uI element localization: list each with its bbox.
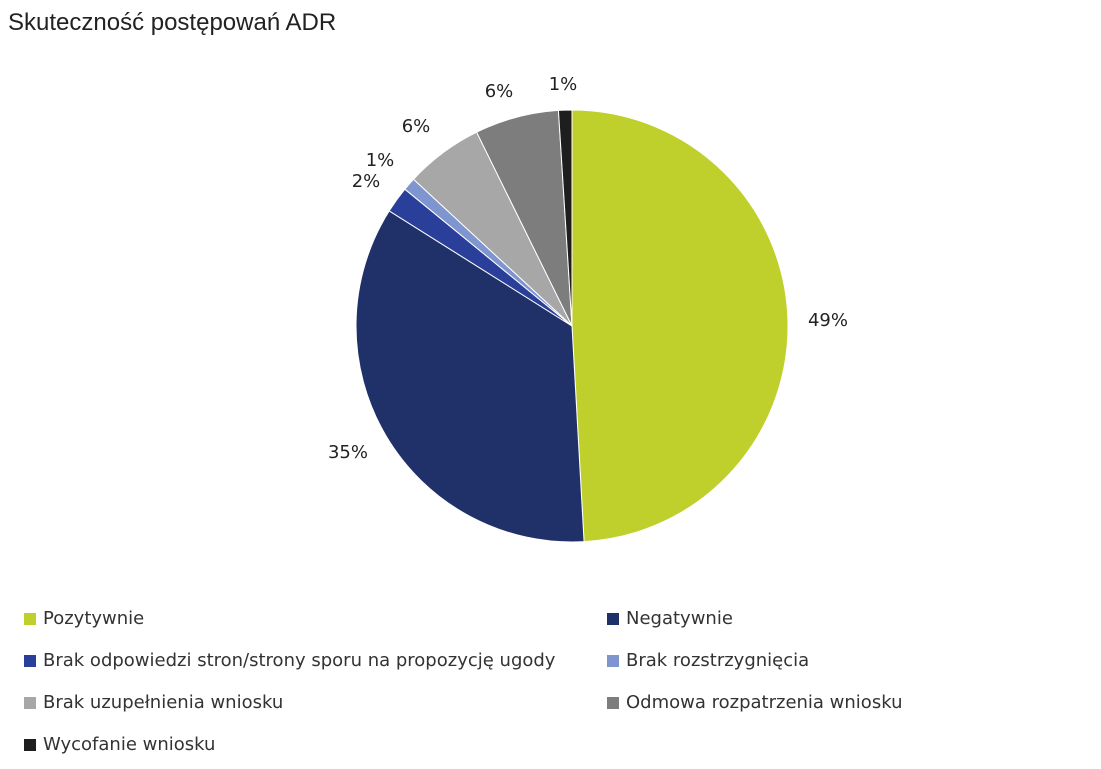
legend-label: Pozytywnie bbox=[43, 608, 145, 629]
pie-slice-7 bbox=[557, 109, 573, 327]
pie-slice-1 bbox=[571, 109, 789, 543]
legend-item-4: Brak rozstrzygnięcia bbox=[607, 650, 809, 671]
legend-swatch bbox=[607, 696, 619, 709]
slice-data-label-1: 49% bbox=[808, 310, 848, 331]
slice-data-label-3: 2% bbox=[352, 171, 381, 192]
legend-label: Negatywnie bbox=[626, 608, 733, 629]
legend-swatch bbox=[24, 738, 36, 751]
legend-swatch bbox=[24, 612, 36, 625]
slice-data-label-2: 35% bbox=[328, 442, 368, 463]
legend-item-5: Brak uzupełnienia wniosku bbox=[24, 692, 283, 713]
legend-swatch bbox=[607, 612, 619, 625]
legend-item-1: Pozytywnie bbox=[24, 608, 144, 629]
legend-label: Odmowa rozpatrzenia wniosku bbox=[626, 692, 903, 713]
slice-data-label-5: 6% bbox=[402, 116, 431, 137]
legend-swatch bbox=[24, 696, 36, 709]
chart-title: Skuteczność postępowań ADR bbox=[8, 9, 337, 36]
legend-label: Brak odpowiedzi stron/strony sporu na pr… bbox=[43, 650, 556, 671]
pie-slice-2 bbox=[355, 210, 585, 543]
legend-item-2: Negatywnie bbox=[607, 608, 733, 629]
slice-data-label-6: 6% bbox=[485, 81, 514, 102]
legend-item-3: Brak odpowiedzi stron/strony sporu na pr… bbox=[24, 650, 555, 671]
legend-label: Wycofanie wniosku bbox=[43, 734, 216, 755]
legend-swatch bbox=[24, 654, 36, 667]
legend-item-7: Wycofanie wniosku bbox=[24, 734, 215, 755]
legend-swatch bbox=[607, 654, 619, 667]
legend-item-6: Odmowa rozpatrzenia wniosku bbox=[607, 692, 902, 713]
legend-label: Brak rozstrzygnięcia bbox=[626, 650, 810, 671]
slice-data-label-7: 1% bbox=[549, 74, 578, 95]
slice-data-label-4: 1% bbox=[366, 150, 395, 171]
legend-label: Brak uzupełnienia wniosku bbox=[43, 692, 284, 713]
